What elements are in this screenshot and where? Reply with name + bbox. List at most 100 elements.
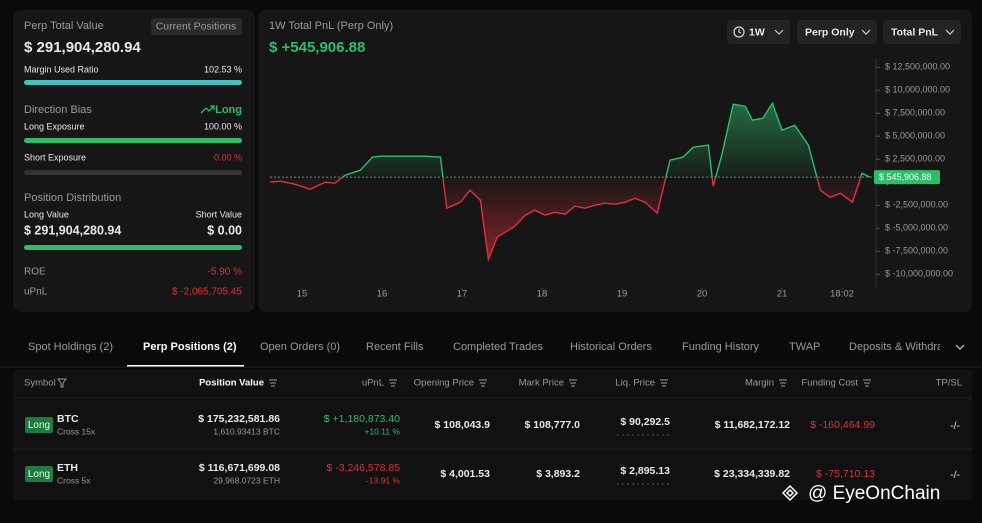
- symbol[interactable]: BTC: [57, 413, 79, 425]
- x-tick-label: 19: [617, 289, 628, 300]
- column-header[interactable]: Opening Price: [414, 378, 474, 389]
- summary-panel: [13, 10, 255, 312]
- mark-price: $ 108,777.0: [525, 419, 581, 431]
- tab[interactable]: Deposits & Withdra: [849, 341, 944, 353]
- short-exposure-label: Short Exposure: [24, 152, 86, 162]
- margin-label: Margin Used Ratio: [24, 64, 99, 74]
- long-exposure-label: Long Exposure: [24, 121, 85, 131]
- control-button[interactable]: [797, 20, 877, 44]
- positions-table: Symbol Position Value uPnL Opening Price Mar…: [13, 378, 972, 485]
- table-bg: [13, 370, 972, 500]
- margin-mode: Cross 5x: [57, 475, 91, 485]
- column-header[interactable]: Mark Price: [519, 378, 564, 389]
- x-tick-label: 15: [297, 289, 308, 300]
- column-header[interactable]: Symbol: [24, 378, 56, 389]
- funding-cost: $ -75,710.13: [816, 468, 875, 480]
- upnl-pct: -13.91 %: [366, 475, 400, 485]
- watermark-text: @ EyeOnChain: [808, 483, 940, 504]
- clock-icon: [733, 26, 745, 38]
- sort-icon: [660, 379, 668, 387]
- tabs: Spot Holdings (2) Perp Positions (2) Open …: [28, 335, 982, 367]
- chevron: [945, 29, 955, 35]
- column-header[interactable]: uPnL: [362, 378, 384, 389]
- column-header[interactable]: Position Value: [199, 378, 264, 389]
- tab[interactable]: Spot Holdings (2): [28, 341, 113, 353]
- margin-mode: Cross 15x: [57, 426, 96, 436]
- short-exposure-value: 0.00 %: [214, 152, 242, 162]
- watermark-icon: [781, 484, 799, 502]
- filter-icon: [57, 378, 67, 388]
- total-value: $ 291,904,280.94: [24, 39, 141, 56]
- bias-label: Direction Bias: [24, 104, 92, 116]
- area-up: [342, 103, 870, 178]
- badge-label[interactable]: Current Positions: [156, 20, 237, 32]
- column-header[interactable]: Liq. Price: [615, 378, 655, 389]
- position-size: 29,968.0723 ETH: [213, 475, 280, 485]
- control-button[interactable]: [883, 20, 961, 44]
- control-label[interactable]: 1W: [749, 26, 765, 38]
- liq-price: $ 90,292.5: [620, 416, 670, 428]
- y-tick-label: $ 12,500,000.00: [885, 62, 950, 72]
- control-label[interactable]: Total PnL: [891, 26, 939, 38]
- long-exposure-value: 100.00 %: [204, 121, 242, 131]
- symbol[interactable]: ETH: [57, 462, 78, 474]
- summary-title: Perp Total Value: [24, 20, 104, 32]
- liq-price: $ 2,895.13: [620, 465, 670, 477]
- x-tick-label: 16: [377, 289, 388, 300]
- tab[interactable]: Open Orders (0): [260, 341, 340, 353]
- badge[interactable]: [151, 18, 242, 35]
- tab-underline: [127, 365, 244, 367]
- mark-price: $ 3,893.2: [536, 468, 580, 480]
- roe-value: -5.90 %: [208, 267, 243, 278]
- chevron: [861, 29, 871, 35]
- tab-chevron[interactable]: [955, 344, 965, 350]
- side-badge: [25, 466, 53, 482]
- tab[interactable]: Recent Fills: [366, 341, 424, 353]
- y-tick-label: $ 10,000,000.00: [885, 85, 950, 95]
- y-tick-label: $ -7,500,000.00: [885, 246, 948, 256]
- tab[interactable]: TWAP: [789, 341, 820, 353]
- x-tick-label: 18: [537, 289, 548, 300]
- tab[interactable]: Perp Positions (2): [143, 341, 237, 353]
- margin: $ 11,682,172.12: [715, 419, 790, 431]
- position-value: $ 175,232,581.86: [198, 413, 280, 425]
- y-tick-label: $ -2,500,000.00: [885, 200, 948, 210]
- clock-hand: [738, 29, 742, 34]
- pnl-chart: $ 12,500,000.00 $ 10,000,000.00 $ 7,500,00…: [269, 58, 953, 300]
- tab[interactable]: Historical Orders: [570, 341, 652, 353]
- sort-icon: [269, 379, 277, 387]
- column-header[interactable]: Funding Cost: [801, 378, 858, 389]
- tab[interactable]: Completed Trades: [453, 341, 543, 353]
- chevron: [774, 29, 784, 35]
- long-value-label: Long Value: [24, 209, 69, 219]
- roe-label: ROE: [24, 267, 46, 278]
- margin-value: 102.53 %: [204, 64, 242, 74]
- column-header[interactable]: TP/SL: [936, 378, 962, 389]
- side-badge: [25, 417, 53, 433]
- y-tick-label: $ -5,000,000.00: [885, 223, 948, 233]
- control-button[interactable]: [727, 20, 790, 44]
- tab[interactable]: Funding History: [682, 341, 760, 353]
- upnl: $ -3,246,578.85: [326, 462, 400, 474]
- short-value: $ 0.00: [207, 223, 242, 237]
- x-tick-label: 21: [777, 289, 788, 300]
- sort-icon: [479, 379, 487, 387]
- distribution-bar: [24, 245, 242, 250]
- area-down: [270, 177, 870, 260]
- side: Long: [28, 469, 50, 480]
- control-label[interactable]: Perp Only: [805, 26, 855, 38]
- x-tick-label: 20: [697, 289, 708, 300]
- chart-controls: 1W Perp Only Total PnL: [727, 20, 961, 44]
- x-tick-label: 17: [457, 289, 468, 300]
- long-value: $ 291,904,280.94: [24, 223, 121, 237]
- sort-icon: [863, 379, 871, 387]
- upnl-pct: +10.11 %: [364, 426, 400, 436]
- side: Long: [28, 420, 50, 431]
- position-size: 1,610.93413 BTC: [213, 426, 280, 436]
- distribution-label: Position Distribution: [24, 192, 121, 204]
- column-header[interactable]: Margin: [745, 378, 774, 389]
- upnl-label: uPnL: [24, 287, 48, 298]
- x-tick-label: 18:02: [830, 289, 854, 300]
- tpsl: -/-: [950, 469, 960, 481]
